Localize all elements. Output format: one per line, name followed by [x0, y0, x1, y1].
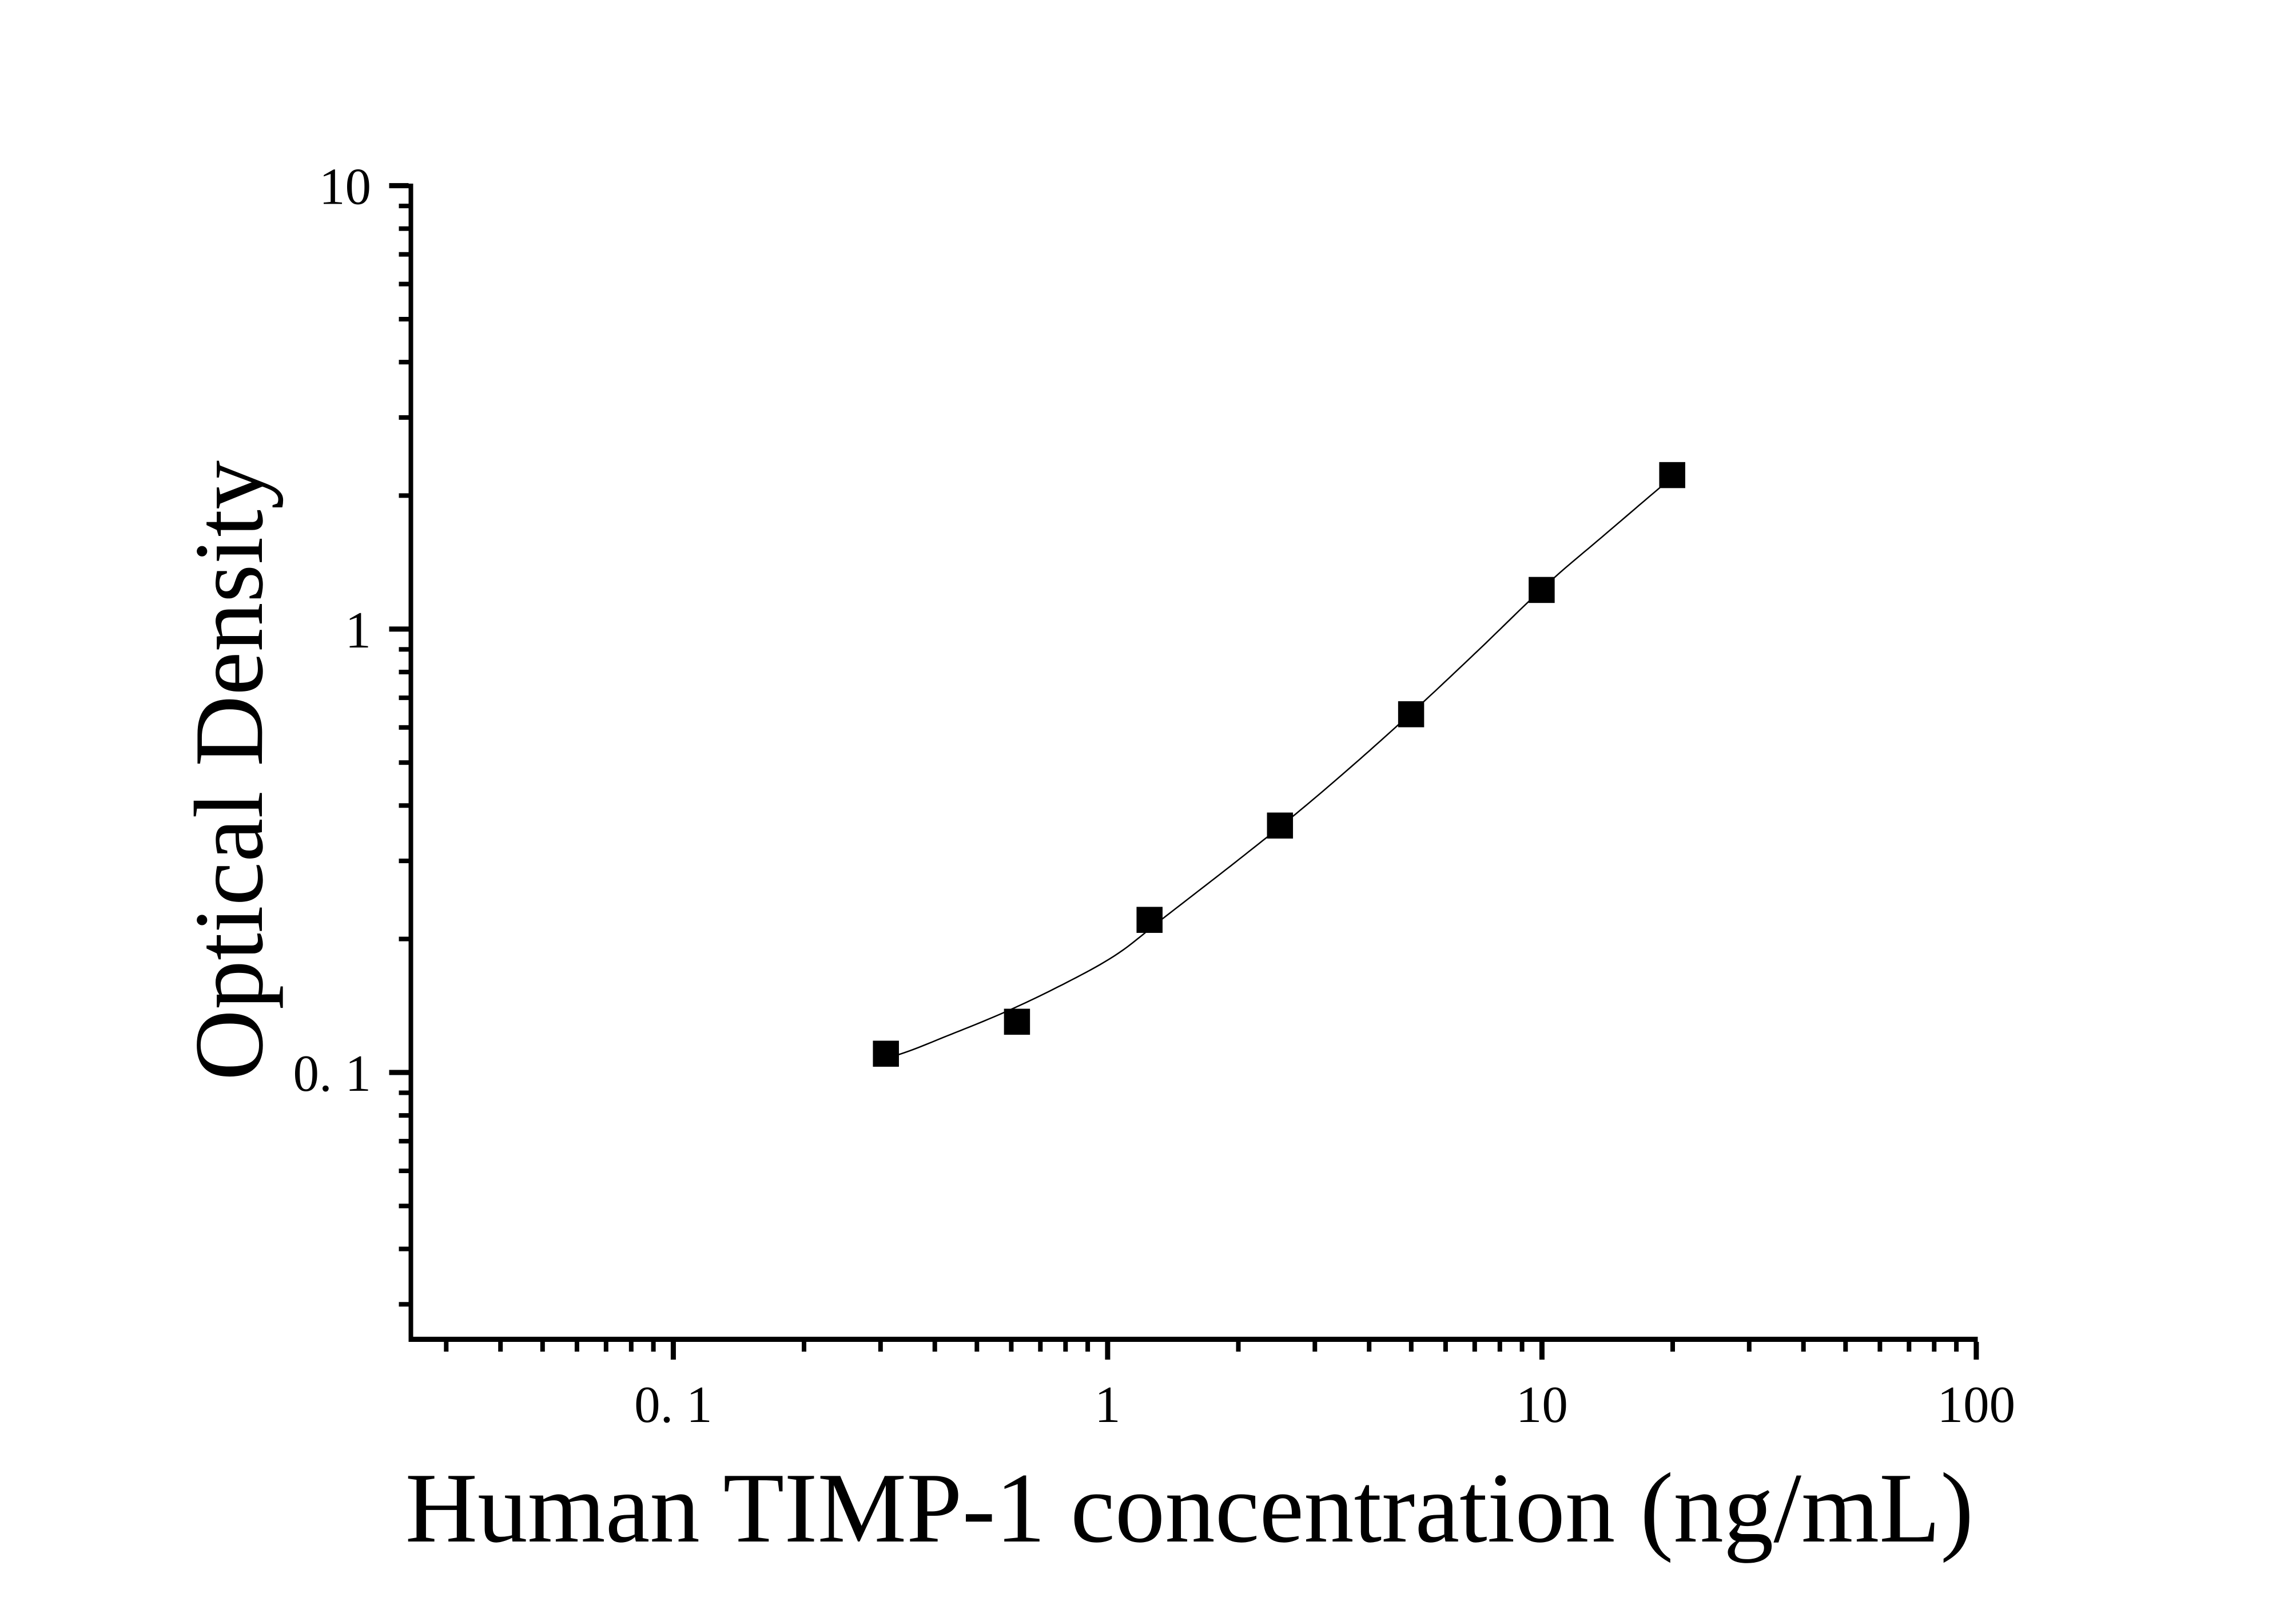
svg-text:0. 1: 0. 1: [634, 1376, 713, 1433]
svg-text:Optical Density: Optical Density: [175, 460, 284, 1080]
svg-text:10: 10: [1516, 1376, 1568, 1433]
svg-text:1: 1: [345, 601, 372, 659]
svg-text:1: 1: [1095, 1376, 1121, 1433]
svg-text:0. 1: 0. 1: [293, 1044, 372, 1102]
svg-text:Human TIMP-1 concentration (ng: Human TIMP-1 concentration (ng/mL): [405, 1452, 1974, 1563]
svg-text:10: 10: [319, 158, 371, 216]
svg-text:100: 100: [1937, 1376, 2016, 1433]
